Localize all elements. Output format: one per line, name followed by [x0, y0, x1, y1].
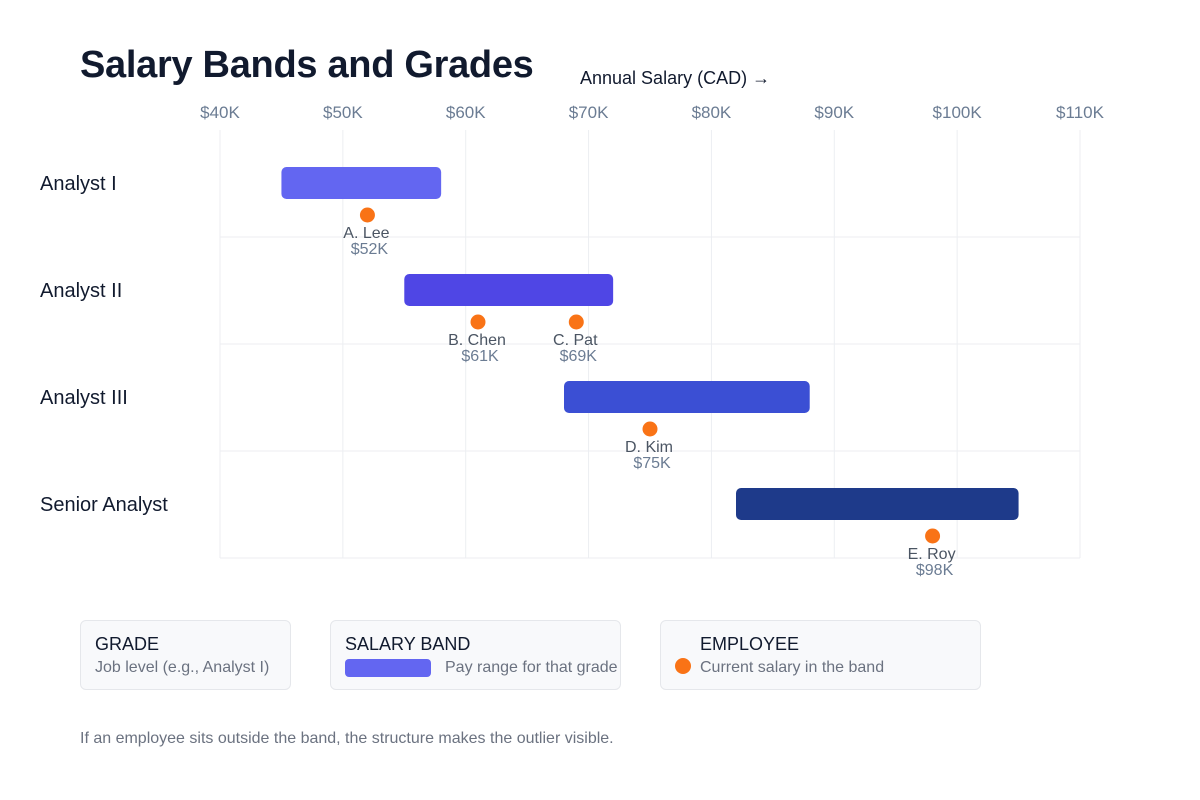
employee-name-label: B. Chen — [448, 332, 506, 349]
salary-band-chart: $40K $50K $60K $70K $80K $90K $100K $110K Analys… — [40, 103, 1105, 579]
employee-salary-label: $52K — [351, 241, 389, 258]
employee-dot — [470, 314, 486, 330]
x-tick-label: $110K — [1056, 103, 1105, 122]
legend-grade-title: GRADE — [95, 634, 160, 654]
employee-salary-label: $98K — [916, 562, 954, 579]
grade-label: Analyst II — [40, 280, 122, 302]
legend-employee-dot-icon — [675, 658, 691, 674]
employee-dot — [568, 314, 584, 330]
grade-label: Analyst III — [40, 387, 128, 409]
x-axis-title: Annual Salary (CAD) → — [580, 68, 771, 88]
employee-dot — [925, 528, 941, 544]
footnote: If an employee sits outside the band, th… — [80, 730, 614, 747]
grade-label: Senior Analyst — [40, 494, 168, 516]
x-tick-label: $100K — [933, 103, 983, 122]
salary-band-bar — [736, 488, 1019, 520]
employee-dot — [359, 207, 375, 223]
legend-band-desc: Pay range for that grade — [445, 659, 618, 676]
grade-label: Analyst I — [40, 173, 117, 195]
employee-salary-label: $61K — [461, 348, 499, 365]
salary-band-bar — [281, 167, 442, 199]
x-tick-label: $60K — [446, 103, 486, 122]
employee-name-label: D. Kim — [625, 439, 673, 456]
legend-employee: EMPLOYEE Current salary in the band — [660, 620, 981, 690]
legend-band-swatch — [345, 659, 431, 677]
employee-salary-label: $69K — [560, 348, 598, 365]
employee-name-label: E. Roy — [908, 546, 956, 563]
x-tick-label: $80K — [692, 103, 732, 122]
x-tick-label: $40K — [200, 103, 240, 122]
employee-name-label: A. Lee — [343, 225, 389, 242]
legend-salary-band: SALARY BAND Pay range for that grade — [330, 620, 621, 690]
x-tick-label: $70K — [569, 103, 609, 122]
employee-name-label: C. Pat — [553, 332, 598, 349]
legend-employee-title: EMPLOYEE — [700, 634, 800, 654]
legend-band-title: SALARY BAND — [345, 634, 471, 654]
employee-salary-label: $75K — [633, 455, 671, 472]
legend-grade: GRADE Job level (e.g., Analyst I) — [80, 620, 291, 690]
employee-dot — [642, 421, 658, 437]
legend-grade-desc: Job level (e.g., Analyst I) — [95, 659, 270, 676]
legend-employee-desc: Current salary in the band — [700, 659, 885, 676]
salary-band-bar — [404, 274, 614, 306]
x-tick-label: $90K — [814, 103, 854, 122]
x-tick-label: $50K — [323, 103, 363, 122]
chart-title: Salary Bands and Grades — [80, 44, 534, 86]
salary-band-bar — [564, 381, 810, 413]
